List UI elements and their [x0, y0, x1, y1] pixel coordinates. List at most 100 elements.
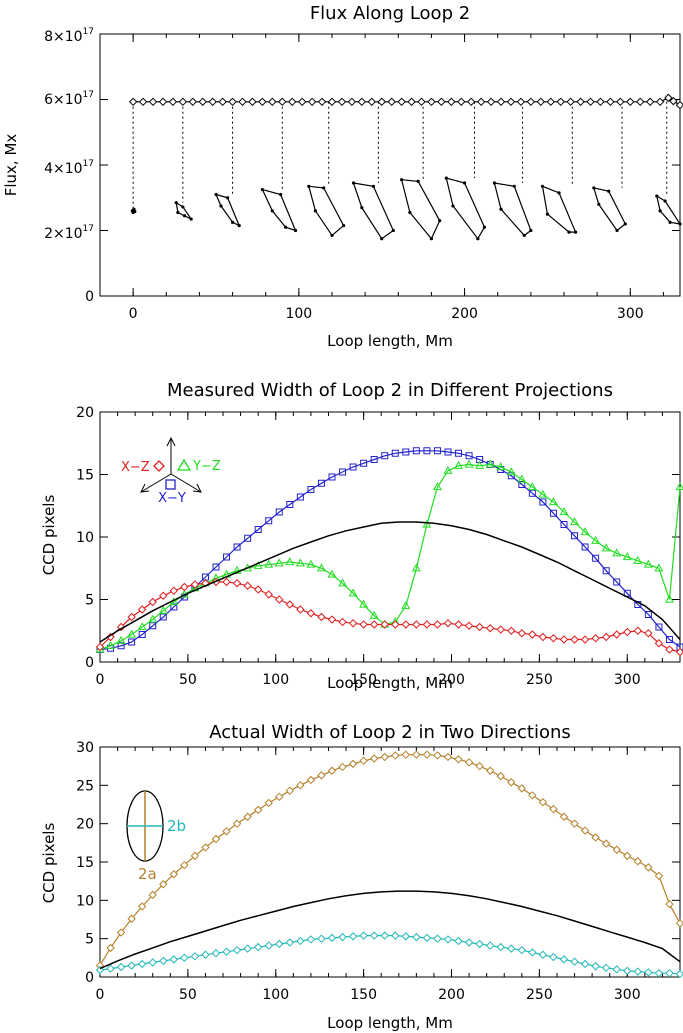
- flux-loop-point: [658, 209, 662, 213]
- actual-series-0-point: [127, 914, 136, 923]
- actual-series-1-point: [422, 933, 432, 943]
- flux-ytick-label-1: 2×1017: [44, 224, 94, 242]
- flux-top-point: [526, 97, 536, 106]
- actual-ytick-label-3: 15: [76, 855, 94, 871]
- flux-top-point: [198, 97, 207, 106]
- measured-series-1-point: [633, 555, 643, 564]
- actual-series-1-point: [348, 932, 358, 941]
- measured-series-1-point: [591, 535, 601, 544]
- actual-series-1-point: [654, 968, 664, 978]
- actual-series-1-point: [201, 950, 210, 959]
- measured-series-0-point: [518, 481, 526, 488]
- actual-series-1-point: [665, 968, 674, 978]
- flux-loop-point: [429, 237, 434, 241]
- measured-series-2-point: [137, 605, 147, 614]
- flux-y-tick-labels: 0 2×1017 4×1017 6×1017 8×1017: [44, 27, 94, 305]
- measured-series-2-point: [443, 619, 453, 628]
- measured-series-1-point: [264, 559, 274, 568]
- flux-cross-section-loop: [261, 188, 297, 232]
- measured-series-1-point: [612, 548, 622, 557]
- measured-series-0-point: [286, 501, 294, 508]
- flux-top-point: [506, 97, 516, 106]
- measured-series-0-point: [581, 543, 589, 551]
- flux-loop-point: [615, 228, 619, 233]
- actual-series-0-point: [496, 771, 505, 781]
- actual-xtick-label-5: 250: [526, 987, 553, 1003]
- projection-legend: X−Z Y−Z X−Y: [121, 436, 221, 506]
- actual-series-0-point: [475, 761, 484, 771]
- flux-cross-section-loop: [445, 177, 486, 240]
- actual-series-1-point: [401, 932, 411, 941]
- measured-series-2-point: [485, 624, 495, 633]
- actual-series-1-point: [580, 959, 590, 969]
- measured-series-line-3: [99, 521, 681, 643]
- flux-series: [128, 93, 683, 241]
- measured-series-0-point: [665, 636, 673, 643]
- legend-xz-label: X−Z: [121, 460, 150, 475]
- flux-top-point: [278, 97, 287, 106]
- actual-ytick-label-4: 20: [76, 817, 94, 833]
- flux-y-axis-label: Flux, Mx: [2, 134, 20, 197]
- measured-series-2-point: [127, 612, 136, 622]
- actual-series-0-point: [211, 834, 221, 844]
- actual-series-0-point: [507, 778, 516, 787]
- flux-top-point: [496, 97, 506, 106]
- measured-y-axis-label: CCD pixels: [40, 495, 58, 576]
- actual-series-1-point: [496, 942, 505, 952]
- actual-series-line-0: [99, 754, 681, 966]
- actual-series-1-point: [137, 959, 147, 969]
- measured-series-2-point: [454, 620, 463, 629]
- flux-top-point: [148, 97, 158, 106]
- actual-x-axis-label: Loop length, Mm: [327, 1014, 453, 1032]
- flux-top-point: [655, 97, 665, 106]
- measured-series-2-point: [253, 585, 263, 594]
- actual-series-1-point: [211, 949, 221, 958]
- actual-series-1-point: [559, 955, 569, 964]
- flux-top-point: [218, 97, 227, 106]
- measured-series-0-point: [370, 456, 378, 463]
- actual-series-0-point: [369, 754, 379, 763]
- actual-series-1-point: [159, 956, 168, 966]
- flux-loop-point: [655, 194, 659, 198]
- measured-series-2-point: [580, 635, 590, 644]
- flux-ticks: [99, 33, 680, 297]
- actual-series-1-point: [380, 931, 389, 940]
- legend-arrow-left: [140, 483, 150, 493]
- actual-series-1-point: [507, 944, 516, 953]
- flux-loop-point: [663, 199, 667, 203]
- flux-top-point: [168, 97, 178, 106]
- measured-series-1-point: [401, 600, 411, 609]
- measured-series-0-point: [223, 553, 231, 561]
- flux-loop-point: [522, 233, 526, 238]
- measured-series-1-point: [538, 489, 548, 498]
- flux-top-point: [327, 97, 337, 106]
- measured-series-0-point: [307, 486, 315, 493]
- actual-series-1-point: [317, 934, 326, 943]
- measured-series-0-point: [349, 463, 357, 471]
- actual-series-1-point: [644, 968, 653, 977]
- actual-series-0-point: [275, 792, 284, 802]
- flux-top-point: [317, 97, 327, 106]
- flux-loop-point: [189, 217, 193, 221]
- actual-series-1-point: [391, 931, 400, 940]
- legend-xz-diamond-icon: [153, 460, 165, 472]
- measured-series-0-point: [138, 631, 146, 638]
- actual-series-0-point: [464, 758, 474, 767]
- measured-series-2-point: [190, 580, 200, 589]
- measured-series-0-point: [549, 509, 557, 517]
- measured-series-2-point: [528, 630, 537, 639]
- flux-loop-point: [592, 186, 596, 190]
- actual-series-0-point: [633, 857, 643, 866]
- measured-series-0-point: [317, 479, 325, 487]
- flux-top-point: [248, 97, 257, 106]
- actual-series-0-point: [359, 756, 368, 766]
- measured-series-1-point: [443, 465, 453, 474]
- flux-ytick-label-2: 4×1017: [44, 159, 94, 177]
- flux-loop-point: [567, 230, 571, 234]
- actual-series-1-point: [570, 957, 579, 966]
- measured-series-1-point: [580, 527, 590, 536]
- measured-series-2-point: [116, 622, 126, 632]
- measured-series-0-point: [571, 532, 579, 540]
- flux-xtick-label-3: 300: [617, 306, 644, 322]
- measured-ytick-label-1: 5: [85, 593, 94, 609]
